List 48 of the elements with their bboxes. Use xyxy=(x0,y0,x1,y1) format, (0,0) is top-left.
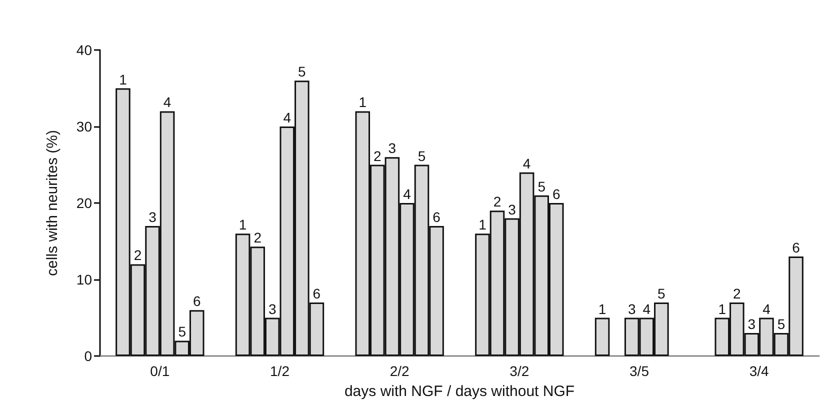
text: 4 xyxy=(522,155,531,172)
text: 1 xyxy=(238,216,247,233)
text: 4 xyxy=(642,300,651,317)
text: 5 xyxy=(777,316,786,332)
text: 3 xyxy=(268,300,276,317)
text: 6 xyxy=(792,240,800,256)
y-tick-label: 0 xyxy=(84,348,92,364)
x-tick-label: 3/5 xyxy=(630,363,650,379)
series-label: 2 xyxy=(134,247,142,264)
x-axis-title: days with NGF / days without NGF xyxy=(344,383,575,400)
x-tick-label: 0/1 xyxy=(150,363,170,379)
text: 3 xyxy=(508,201,516,218)
bar xyxy=(594,318,610,356)
text: 5 xyxy=(298,64,306,80)
y-tick-label: 30 xyxy=(76,118,92,134)
text: 1 xyxy=(358,94,367,110)
text: 6 xyxy=(312,285,321,302)
y-axis-title: cells with neurites (%) xyxy=(44,130,61,276)
series-label: 1 xyxy=(119,71,128,88)
y-tick-label: 20 xyxy=(76,195,92,211)
text: 4 xyxy=(762,300,770,317)
y-tick-label: 10 xyxy=(76,272,92,288)
series-label: 3 xyxy=(148,208,157,225)
series-label: 4 xyxy=(163,94,172,110)
text: 6 xyxy=(432,208,440,225)
text: 2 xyxy=(374,148,382,164)
text: 5 xyxy=(538,178,546,194)
text: 4 xyxy=(283,110,292,126)
x-tick-label: 3/4 xyxy=(749,363,770,379)
text: 3 xyxy=(748,316,756,332)
text: 1 xyxy=(718,300,726,317)
x-tick-label: 1/2 xyxy=(270,363,290,379)
text: 3 xyxy=(628,300,636,317)
text: 2 xyxy=(493,194,502,210)
text: 3 xyxy=(388,140,396,156)
text: 1 xyxy=(598,300,606,317)
text: 5 xyxy=(418,148,426,164)
text: 2 xyxy=(733,285,741,302)
x-tick-label: 3/2 xyxy=(510,363,530,379)
text: 6 xyxy=(552,186,560,202)
text: 1 xyxy=(478,216,486,233)
series-label: 6 xyxy=(192,293,201,310)
series-label: 5 xyxy=(178,324,186,340)
text: 2 xyxy=(254,230,262,246)
text: 5 xyxy=(658,285,666,302)
x-tick-label: 2/2 xyxy=(390,363,410,379)
text: 4 xyxy=(403,186,411,202)
y-tick-label: 40 xyxy=(76,42,92,58)
